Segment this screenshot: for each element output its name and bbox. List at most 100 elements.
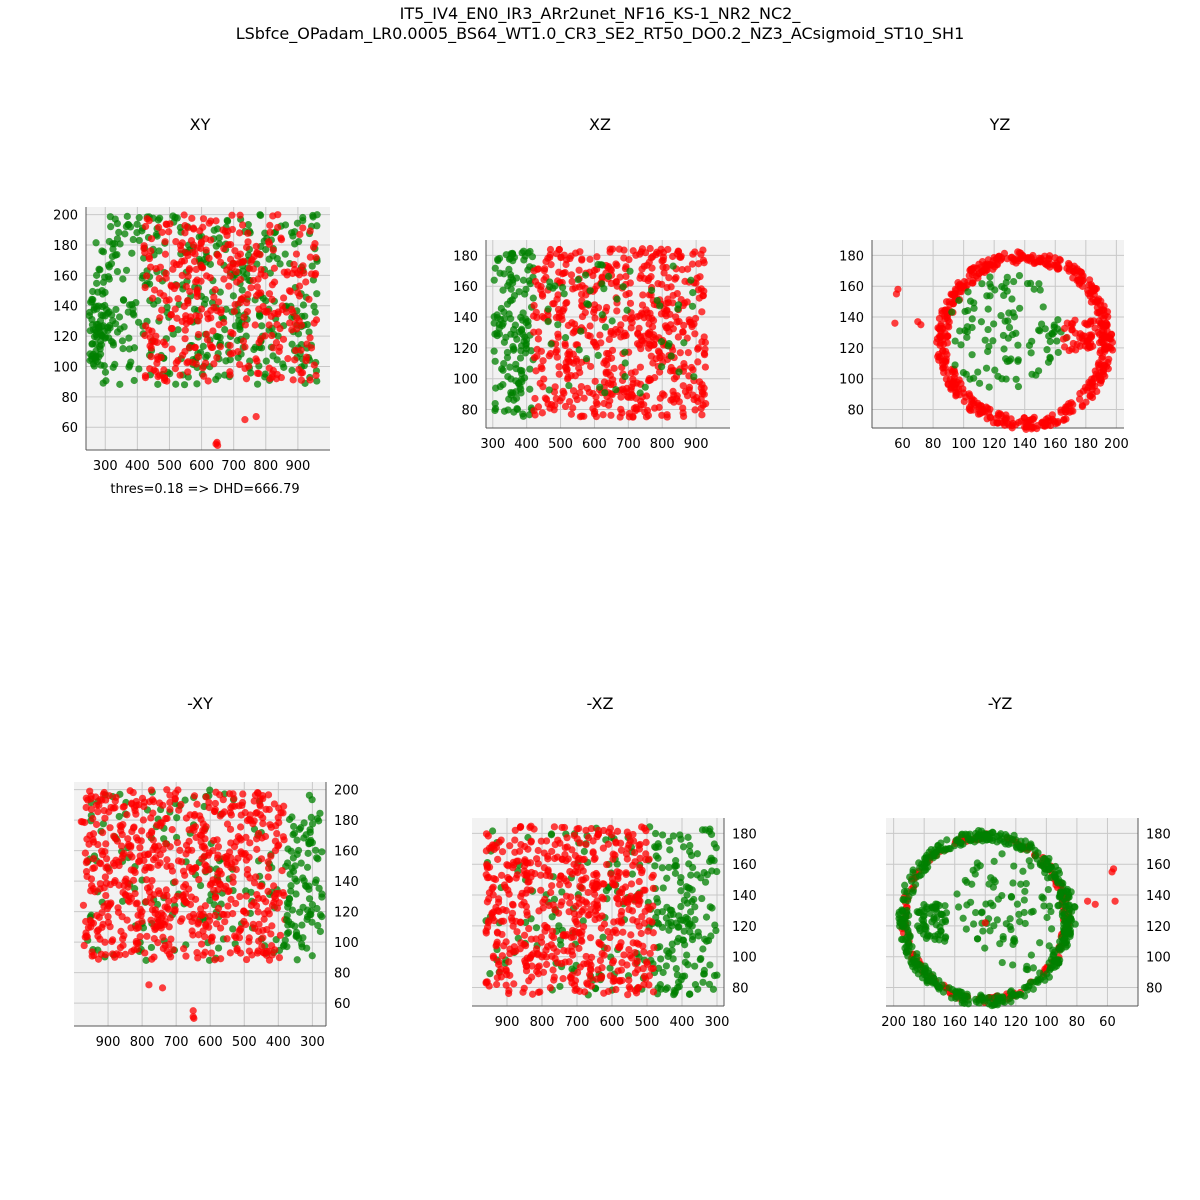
data-point [555,268,563,276]
data-point [701,935,709,943]
y-tick-label: 160 [53,269,78,284]
data-point [313,815,321,823]
data-point [564,355,572,363]
data-point [645,981,653,989]
data-point [635,922,643,930]
data-point [643,261,651,269]
data-point [178,271,186,280]
data-point [514,857,522,865]
data-point [613,328,622,336]
data-point [528,253,537,261]
data-point [503,353,512,362]
data-point [1012,375,1020,383]
data-point [951,987,960,996]
data-point [142,876,151,884]
data-point [103,863,111,871]
data-point [523,886,531,894]
data-point [594,304,603,312]
data-point [160,366,168,374]
data-point [163,947,171,955]
data-point [286,319,294,327]
data-point [93,279,101,287]
data-point [269,246,277,254]
data-point [680,339,688,347]
data-point [640,948,648,956]
y-tick-label: 120 [53,330,78,345]
data-point [180,381,189,389]
data-point [318,848,326,856]
y-tick-label: 140 [732,889,757,904]
data-point [520,984,528,992]
data-point [154,380,162,388]
data-point [598,261,606,269]
data-point [1022,880,1030,888]
data-point [109,245,117,253]
data-point [663,413,671,421]
data-point [268,281,276,289]
data-point [297,859,305,867]
data-point [586,934,595,942]
data-point [544,318,552,326]
data-point [590,855,598,863]
data-point [547,830,556,838]
data-point [625,906,633,914]
data-point [106,824,114,832]
data-point [171,795,179,803]
data-point [664,245,672,254]
data-point [233,278,241,286]
data-point [491,357,499,365]
data-point [665,926,673,934]
data-point [161,341,169,349]
data-point [662,985,670,993]
data-point [947,385,955,393]
data-point [968,315,976,323]
data-point [676,349,684,357]
y-tick-label: 120 [1146,920,1171,935]
data-point [534,335,542,343]
data-point [646,376,654,384]
data-point [152,230,160,239]
data-point [701,878,710,886]
data-point [986,273,994,281]
data-point [665,863,673,872]
data-point [617,393,625,401]
data-point [1091,324,1099,332]
data-point [87,875,96,883]
data-point [684,922,693,930]
data-point [662,962,670,970]
data-point [984,325,992,334]
data-point [700,970,708,978]
data-point [116,944,125,952]
data-point [594,826,602,834]
data-point [168,345,176,353]
x-tick-label: 600 [189,459,214,474]
data-point [555,363,563,371]
data-point [982,261,990,269]
data-point [318,890,326,898]
data-point [221,918,229,926]
x-tick-label: 300 [480,437,505,452]
data-point [512,274,521,282]
data-point [634,893,642,901]
data-point [276,324,284,333]
data-point [199,951,207,959]
data-point [507,285,515,293]
data-point [633,939,641,947]
data-point [279,809,287,817]
data-point [618,959,626,967]
data-point [255,369,263,378]
data-point [1010,277,1018,286]
data-point [88,948,96,956]
data-point [534,988,543,996]
data-point [90,333,99,341]
data-point [598,311,606,319]
data-point [483,861,491,869]
data-point [999,331,1008,340]
data-point [155,223,163,231]
data-point [582,952,590,961]
data-point [304,906,312,914]
scatter-points [891,248,1117,433]
data-point [541,895,549,903]
data-point [102,855,111,863]
data-point [989,901,997,910]
